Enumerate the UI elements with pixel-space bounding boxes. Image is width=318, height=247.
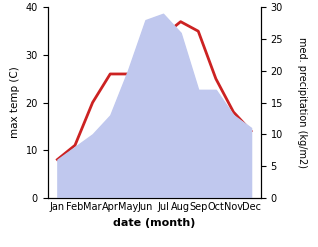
Y-axis label: med. precipitation (kg/m2): med. precipitation (kg/m2)	[297, 37, 307, 168]
X-axis label: date (month): date (month)	[113, 218, 196, 228]
Y-axis label: max temp (C): max temp (C)	[10, 67, 20, 138]
